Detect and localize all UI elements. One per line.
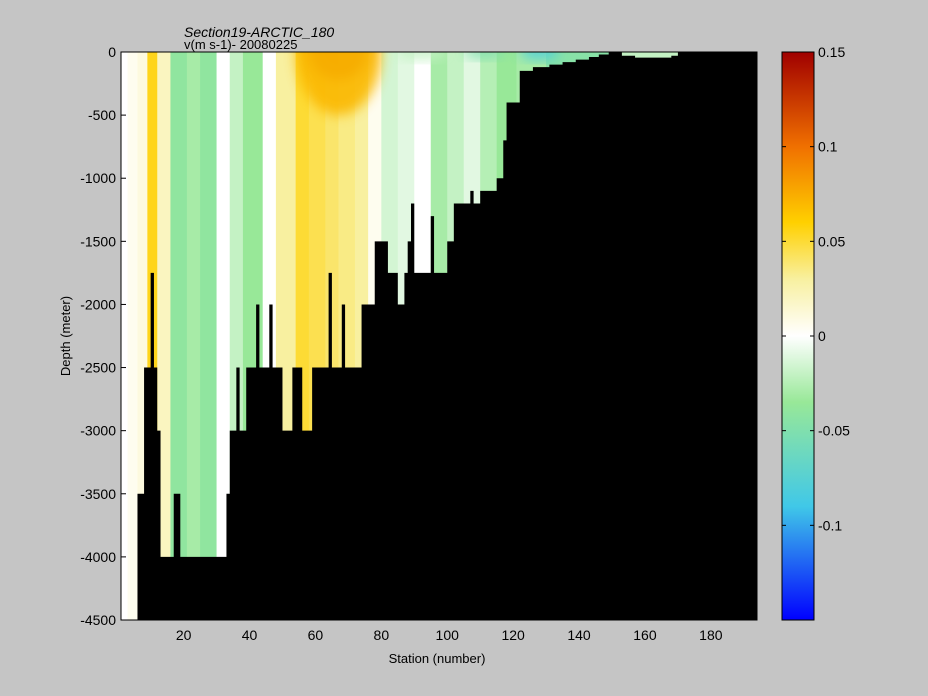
y-tick-label: -2500 bbox=[80, 360, 116, 376]
velocity-column bbox=[186, 52, 201, 620]
x-tick-label: 80 bbox=[374, 627, 390, 643]
colorbar: 0.15 0.1 0.05 0 -0.05 -0.1 bbox=[781, 44, 850, 621]
velocity-column bbox=[137, 52, 148, 620]
x-tick-label: 40 bbox=[242, 627, 258, 643]
surface-feature bbox=[295, 52, 382, 116]
velocity-column bbox=[200, 52, 218, 620]
x-tick-label: 20 bbox=[176, 627, 192, 643]
x-tick-label: 120 bbox=[501, 627, 525, 643]
y-tick-label: -1500 bbox=[80, 233, 116, 249]
y-tick-label: -2000 bbox=[80, 296, 116, 312]
colorbar-tick-label: -0.1 bbox=[818, 517, 842, 533]
colorbar-tick-label: -0.05 bbox=[818, 423, 850, 439]
plot-frame bbox=[120, 51, 758, 621]
y-tick-label: -3000 bbox=[80, 423, 116, 439]
velocity-column bbox=[127, 52, 139, 620]
x-tick-label: 100 bbox=[436, 627, 460, 643]
x-axis: 20 40 60 80 100 120 140 160 180 bbox=[176, 615, 723, 643]
y-tick-label: -500 bbox=[88, 107, 116, 123]
surface-features bbox=[295, 52, 560, 116]
colorbar-gradient bbox=[781, 51, 815, 621]
velocity-column bbox=[170, 52, 188, 620]
y-axis: 0 -500 -1000 -1500 -2000 -2500 -3000 -3500 -4000… bbox=[80, 44, 126, 628]
x-tick-label: 60 bbox=[308, 627, 324, 643]
colorbar-ticks: 0.15 0.1 0.05 0 -0.05 -0.1 bbox=[782, 44, 850, 533]
x-tick-label: 160 bbox=[633, 627, 657, 643]
y-tick-label: -4000 bbox=[80, 549, 116, 565]
x-tick-label: 180 bbox=[699, 627, 723, 643]
surface-feature bbox=[394, 52, 448, 60]
seafloor-mask bbox=[121, 52, 757, 620]
y-tick-label: -1000 bbox=[80, 170, 116, 186]
x-tick-label: 140 bbox=[567, 627, 591, 643]
velocity-column bbox=[216, 52, 231, 620]
velocity-column bbox=[157, 52, 172, 620]
surface-feature bbox=[463, 52, 507, 59]
y-axis-label: Depth (meter) bbox=[58, 296, 73, 376]
plot-area bbox=[120, 51, 758, 621]
colorbar-tick-label: 0.1 bbox=[818, 139, 838, 155]
y-tick-label: -4500 bbox=[80, 612, 116, 628]
chart-title: Section19-ARCTIC_180 bbox=[184, 24, 334, 40]
colorbar-tick-label: 0.15 bbox=[818, 44, 845, 60]
y-tick-label: -3500 bbox=[80, 486, 116, 502]
surface-feature bbox=[519, 52, 560, 60]
colorbar-tick-label: 0 bbox=[818, 328, 826, 344]
velocity-column bbox=[121, 52, 129, 620]
x-axis-label: Station (number) bbox=[389, 651, 486, 666]
y-tick-label: 0 bbox=[108, 44, 116, 60]
colorbar-tick-label: 0.05 bbox=[818, 233, 845, 249]
chart-subtitle: v(m s-1)- 20080225 bbox=[184, 37, 297, 52]
